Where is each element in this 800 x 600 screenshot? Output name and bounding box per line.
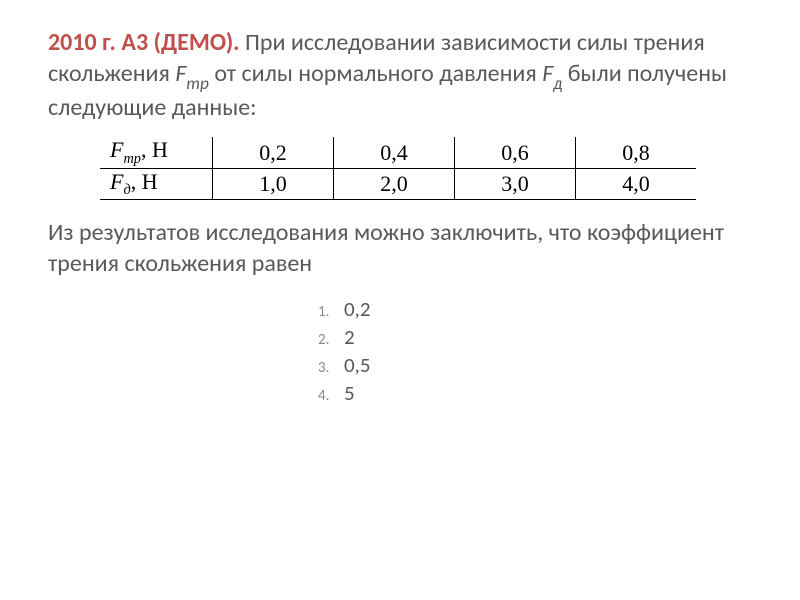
row2-unit: , Н — [131, 169, 158, 194]
slide: 2010 г. А3 (ДЕМО). При исследовании зави… — [0, 0, 800, 600]
row1-label: Fтр, Н — [100, 137, 213, 168]
option-value: 5 — [344, 380, 355, 406]
table-row: Fд, Н 1,0 2,0 3,0 4,0 — [100, 168, 696, 199]
option-value: 0,2 — [344, 296, 371, 322]
row2-label-base: F — [110, 169, 123, 194]
problem-lead: 2010 г. А3 (ДЕМО). — [48, 28, 240, 57]
table-cell: 1,0 — [213, 168, 334, 199]
problem-text-2: от силы нормального давления — [209, 59, 542, 88]
problem-statement: 2010 г. А3 (ДЕМО). При исследовании зави… — [48, 28, 752, 123]
data-table: Fтр, Н 0,2 0,4 0,6 0,8 Fд, Н 1,0 2,0 3,0… — [100, 137, 696, 200]
symbol-f-tr-base: F — [175, 59, 186, 88]
option-4: 4. 5 — [318, 380, 752, 406]
option-value: 2 — [344, 324, 355, 350]
option-value: 0,5 — [344, 352, 371, 378]
table-cell: 2,0 — [334, 168, 455, 199]
option-number: 2. — [318, 331, 344, 349]
table-cell: 0,8 — [576, 137, 697, 168]
table-cell: 4,0 — [576, 168, 697, 199]
symbol-f-tr-sub: тр — [186, 73, 209, 94]
option-number: 4. — [318, 387, 344, 405]
row1-label-base: F — [110, 137, 123, 162]
table-cell: 0,4 — [334, 137, 455, 168]
table-cell: 0,6 — [455, 137, 576, 168]
symbol-f-d-base: F — [542, 59, 553, 88]
table-cell: 0,2 — [213, 137, 334, 168]
option-2: 2. 2 — [318, 324, 752, 350]
row1-unit: , Н — [141, 137, 168, 162]
symbol-f-d: Fд — [542, 59, 562, 88]
option-3: 3. 0,5 — [318, 352, 752, 378]
conclusion-text: Из результатов исследования можно заключ… — [48, 218, 752, 279]
data-table-wrap: Fтр, Н 0,2 0,4 0,6 0,8 Fд, Н 1,0 2,0 3,0… — [100, 137, 752, 200]
symbol-f-tr: Fтр — [175, 59, 209, 88]
option-number: 3. — [318, 359, 344, 377]
row2-label: Fд, Н — [100, 168, 213, 199]
symbol-f-d-sub: д — [553, 73, 562, 94]
table-row: Fтр, Н 0,2 0,4 0,6 0,8 — [100, 137, 696, 168]
option-1: 1. 0,2 — [318, 296, 752, 322]
row2-label-sub: д — [123, 182, 130, 198]
option-number: 1. — [318, 303, 344, 321]
table-cell: 3,0 — [455, 168, 576, 199]
row1-label-sub: тр — [123, 151, 140, 167]
answer-options: 1. 0,2 2. 2 3. 0,5 4. 5 — [318, 296, 752, 406]
